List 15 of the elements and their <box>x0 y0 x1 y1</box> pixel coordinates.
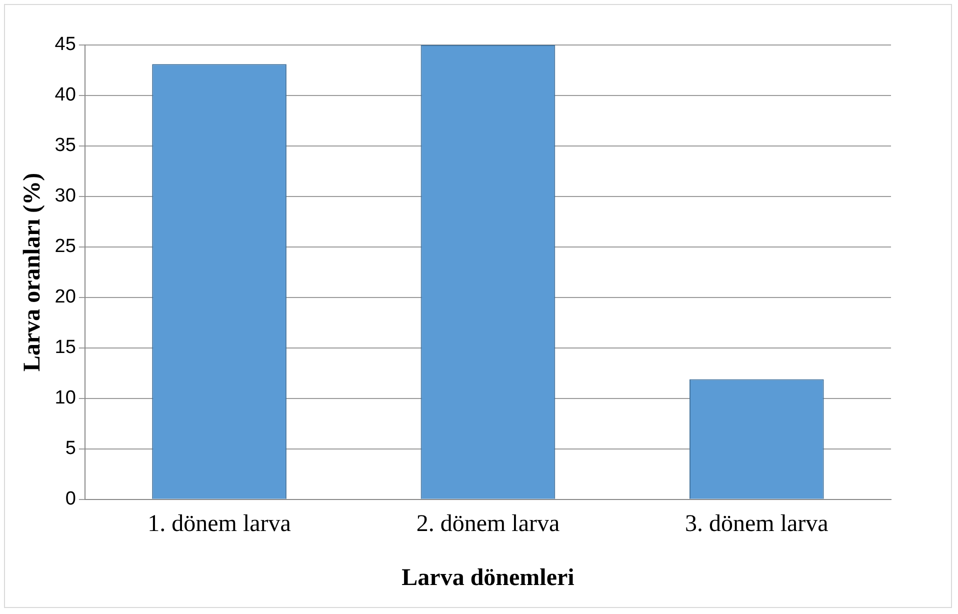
y-tick-label: 15 <box>54 337 76 358</box>
y-tick-label: 40 <box>54 84 76 106</box>
y-axis-title: Larva oranları (%) <box>20 172 46 372</box>
y-tick-label: 35 <box>54 135 76 156</box>
x-tick-label: 2. dönem larva <box>416 511 560 538</box>
y-tick-label: 30 <box>54 186 76 207</box>
x-tick-label: 3. dönem larva <box>685 511 829 538</box>
y-tick-label: 0 <box>65 488 76 510</box>
y-tick-label: 20 <box>54 286 76 308</box>
x-tick-label: 1. dönem larva <box>148 511 292 538</box>
y-tick-label: 10 <box>54 388 76 409</box>
y-tick-label: 45 <box>54 34 76 56</box>
x-axis-title: Larva dönemleri <box>402 564 575 591</box>
y-tick-label: 25 <box>54 236 76 258</box>
y-tick-label: 5 <box>65 438 76 460</box>
